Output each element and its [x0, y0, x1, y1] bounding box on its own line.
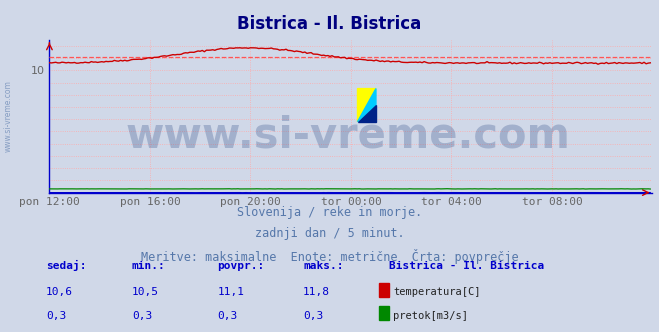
Text: Meritve: maksimalne  Enote: metrične  Črta: povprečje: Meritve: maksimalne Enote: metrične Črta… — [140, 249, 519, 264]
Text: 0,3: 0,3 — [303, 311, 324, 321]
Text: Bistrica - Il. Bistrica: Bistrica - Il. Bistrica — [389, 261, 544, 271]
Text: temperatura[C]: temperatura[C] — [393, 288, 481, 297]
Text: povpr.:: povpr.: — [217, 261, 265, 271]
Text: Bistrica - Il. Bistrica: Bistrica - Il. Bistrica — [237, 15, 422, 33]
Text: Slovenija / reke in morje.: Slovenija / reke in morje. — [237, 206, 422, 219]
Text: 0,3: 0,3 — [217, 311, 238, 321]
Text: www.si-vreme.com: www.si-vreme.com — [4, 80, 13, 152]
Text: sedaj:: sedaj: — [46, 260, 86, 271]
Text: 10,6: 10,6 — [46, 288, 73, 297]
Text: 0,3: 0,3 — [46, 311, 67, 321]
Text: 11,8: 11,8 — [303, 288, 330, 297]
Text: pretok[m3/s]: pretok[m3/s] — [393, 311, 469, 321]
Text: 11,1: 11,1 — [217, 288, 244, 297]
Text: 10,5: 10,5 — [132, 288, 159, 297]
Text: min.:: min.: — [132, 261, 165, 271]
Text: zadnji dan / 5 minut.: zadnji dan / 5 minut. — [254, 227, 405, 240]
Text: 0,3: 0,3 — [132, 311, 152, 321]
Text: maks.:: maks.: — [303, 261, 343, 271]
Text: www.si-vreme.com: www.si-vreme.com — [125, 114, 570, 156]
